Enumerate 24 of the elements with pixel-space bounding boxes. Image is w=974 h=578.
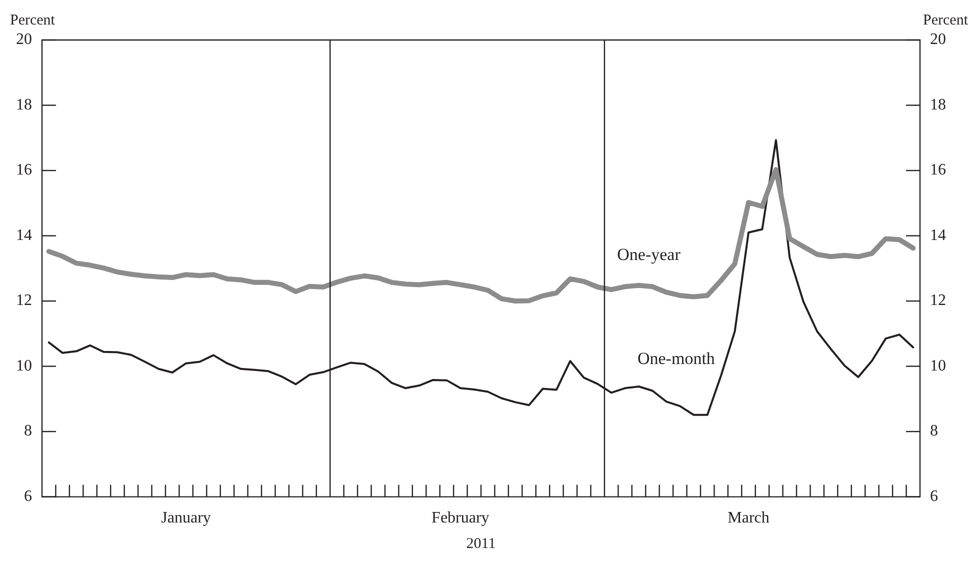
y2-axis-title: Percent xyxy=(923,12,969,28)
y-tick-label: 10 xyxy=(16,357,32,374)
y2-tick-label: 18 xyxy=(930,96,946,114)
y-tick-label: 20 xyxy=(16,31,32,48)
y-tick-label: 16 xyxy=(16,162,32,179)
y-axis-title: Percent xyxy=(10,12,56,28)
series-label: One-month xyxy=(637,348,716,368)
y-tick-label: 14 xyxy=(16,226,32,244)
y-tick-label: 12 xyxy=(16,292,32,310)
y2-tick-label: 16 xyxy=(930,162,946,179)
y2-tick-label: 10 xyxy=(930,357,946,374)
x-axis-title: 2011 xyxy=(466,536,496,552)
y2-tick-label: 6 xyxy=(930,488,938,506)
x-tick-label: March xyxy=(728,510,770,527)
x-tick-label: February xyxy=(432,510,490,527)
y-tick-label: 8 xyxy=(24,422,32,440)
y2-tick-label: 20 xyxy=(930,31,946,48)
y-tick-label: 18 xyxy=(16,96,32,114)
x-tick-label: January xyxy=(161,510,211,527)
y-tick-label: 6 xyxy=(24,488,32,506)
y2-tick-label: 12 xyxy=(930,292,946,310)
y2-tick-label: 14 xyxy=(930,226,946,244)
y2-tick-label: 8 xyxy=(930,422,938,440)
series-label: One-year xyxy=(617,244,681,264)
